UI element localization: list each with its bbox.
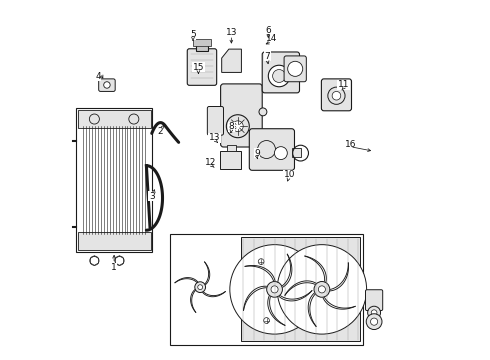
Circle shape — [269, 65, 290, 87]
Text: 12: 12 — [205, 158, 217, 167]
FancyBboxPatch shape — [249, 129, 294, 170]
Text: 14: 14 — [266, 34, 277, 43]
Circle shape — [129, 114, 139, 124]
FancyBboxPatch shape — [187, 49, 217, 85]
Circle shape — [226, 115, 249, 138]
Text: 10: 10 — [284, 171, 295, 180]
Text: 8: 8 — [228, 122, 234, 131]
Circle shape — [267, 282, 282, 297]
Circle shape — [366, 314, 382, 329]
Circle shape — [328, 87, 345, 104]
Text: 2: 2 — [157, 127, 163, 136]
Text: 16: 16 — [345, 140, 357, 149]
Circle shape — [259, 108, 267, 116]
FancyBboxPatch shape — [98, 79, 115, 91]
Circle shape — [318, 286, 325, 293]
Text: 9: 9 — [254, 149, 260, 158]
Text: 5: 5 — [190, 30, 196, 39]
Bar — [77, 110, 151, 128]
Text: 3: 3 — [149, 192, 155, 201]
Polygon shape — [221, 49, 242, 72]
Circle shape — [89, 114, 99, 124]
Bar — [76, 108, 152, 252]
Circle shape — [271, 286, 278, 293]
FancyBboxPatch shape — [207, 107, 223, 135]
Text: 13: 13 — [209, 133, 221, 142]
Bar — [242, 237, 360, 341]
Circle shape — [268, 283, 281, 296]
Circle shape — [371, 310, 377, 316]
FancyBboxPatch shape — [366, 290, 383, 311]
Circle shape — [274, 147, 287, 159]
Circle shape — [368, 306, 381, 319]
Text: 7: 7 — [265, 52, 270, 61]
Bar — [77, 232, 151, 250]
Circle shape — [332, 91, 341, 100]
Text: 6: 6 — [266, 26, 271, 35]
FancyBboxPatch shape — [262, 52, 299, 93]
Bar — [227, 145, 236, 151]
Circle shape — [232, 121, 243, 132]
Bar — [220, 151, 242, 169]
Text: 11: 11 — [338, 81, 349, 90]
FancyBboxPatch shape — [321, 79, 351, 111]
FancyBboxPatch shape — [220, 84, 262, 147]
Circle shape — [314, 282, 330, 297]
Circle shape — [315, 283, 329, 296]
Circle shape — [195, 282, 205, 293]
Circle shape — [258, 140, 275, 158]
Text: 15: 15 — [193, 63, 204, 72]
Bar — [292, 148, 300, 157]
Bar — [170, 234, 364, 345]
Circle shape — [288, 61, 303, 76]
Circle shape — [370, 318, 378, 325]
Text: 4: 4 — [95, 72, 101, 81]
Bar — [193, 39, 211, 45]
Circle shape — [104, 82, 110, 88]
FancyBboxPatch shape — [284, 56, 306, 82]
Text: 13: 13 — [225, 28, 237, 37]
Circle shape — [272, 69, 286, 82]
Text: 1: 1 — [111, 264, 117, 273]
Bar — [196, 42, 208, 51]
Circle shape — [198, 285, 202, 289]
Circle shape — [230, 245, 319, 334]
Circle shape — [277, 245, 367, 334]
